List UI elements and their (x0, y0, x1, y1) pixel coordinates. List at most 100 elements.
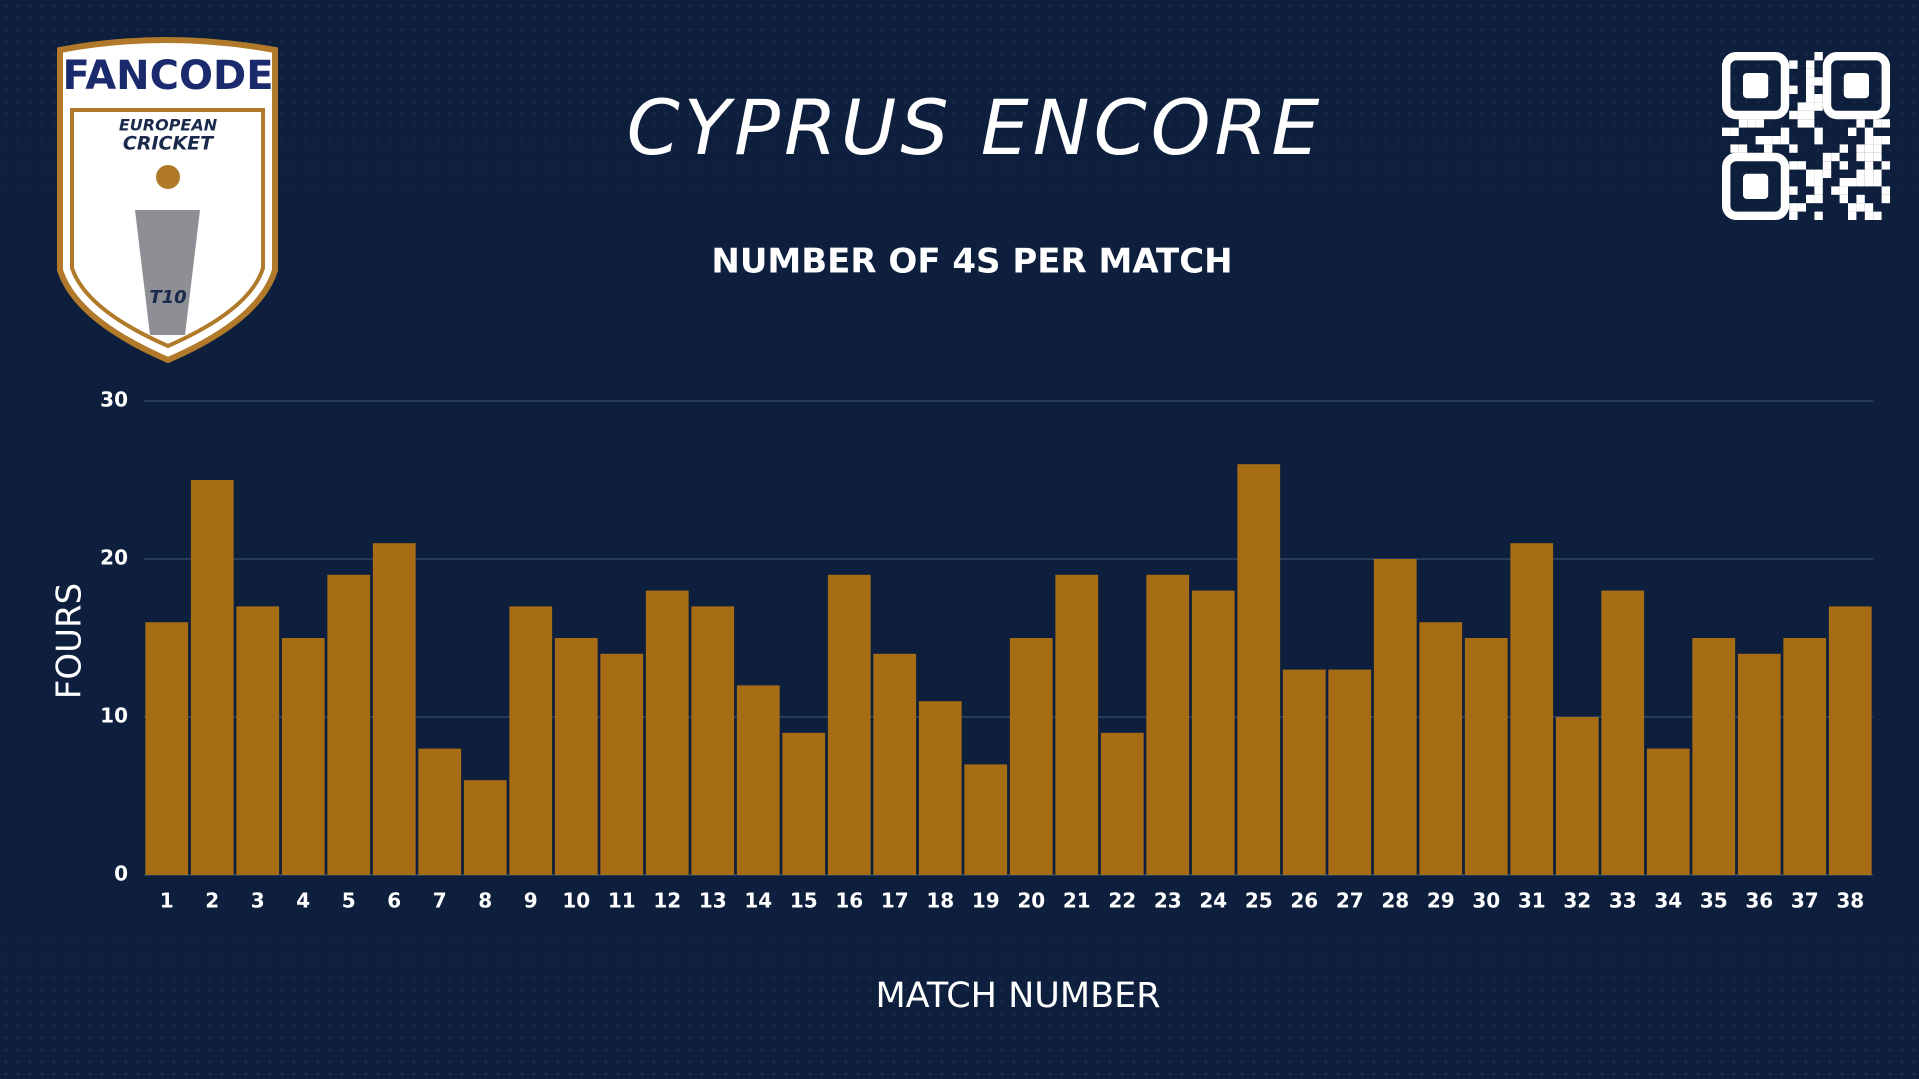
qr-module (1772, 136, 1781, 145)
bar (1828, 606, 1872, 875)
qr-module (1839, 161, 1848, 170)
logo-league: CRICKET (123, 133, 215, 155)
qr-module (1814, 127, 1823, 136)
bar (964, 764, 1008, 875)
qr-module (1873, 144, 1882, 153)
bar (554, 638, 598, 875)
logo-inner (70, 108, 265, 349)
x-tick-label: 27 (1336, 889, 1364, 913)
bar (1146, 574, 1190, 875)
qr-module (1839, 186, 1848, 195)
y-tick-label: 30 (100, 388, 128, 412)
x-tick-label: 14 (744, 889, 772, 913)
x-tick-label: 25 (1245, 889, 1273, 913)
y-tick-label: 0 (114, 862, 128, 886)
x-tick-label: 36 (1745, 889, 1773, 913)
qr-module (1864, 211, 1874, 220)
y-axis-label: FOURS (50, 583, 90, 699)
x-tick-label: 11 (608, 889, 636, 913)
bar (1055, 574, 1099, 875)
qr-module (1856, 178, 1865, 187)
qr-module (1856, 203, 1865, 212)
qr-module (1864, 178, 1874, 187)
bar (509, 606, 553, 875)
qr-finder (1822, 52, 1890, 120)
x-tick-label: 31 (1518, 889, 1546, 913)
x-tick-label: 16 (835, 889, 863, 913)
x-tick-label: 3 (251, 889, 265, 913)
qr-module (1789, 60, 1798, 69)
x-tick-label: 6 (387, 889, 401, 913)
bar (1419, 622, 1463, 875)
qr-module (1806, 68, 1815, 78)
qr-module (1797, 203, 1806, 212)
bar (145, 622, 189, 875)
chart-title: CYPRUS ENCORE (627, 83, 1324, 172)
x-tick-label: 38 (1836, 889, 1864, 913)
logo: FANCODE EUROPEAN CRICKET T10 (57, 37, 278, 364)
x-tick-label: 5 (342, 889, 356, 913)
qr-module (1873, 211, 1882, 220)
qr-module (1814, 178, 1823, 187)
bar (236, 606, 280, 875)
qr-module (1780, 127, 1790, 136)
x-tick-label: 22 (1108, 889, 1136, 913)
bar (600, 653, 644, 875)
qr-module (1839, 178, 1848, 187)
x-tick-label: 15 (790, 889, 818, 913)
y-tick-label: 10 (100, 704, 128, 728)
qr-module (1806, 119, 1815, 128)
qr-module (1789, 203, 1798, 212)
qr-module (1831, 152, 1840, 162)
bar (1646, 748, 1690, 875)
qr-module (1797, 119, 1806, 128)
qr-module (1864, 169, 1874, 178)
qr-module (1806, 194, 1815, 204)
qr-module (1738, 144, 1748, 153)
qr-module (1797, 102, 1806, 111)
qr-module (1873, 169, 1882, 178)
qr-module (1864, 136, 1874, 145)
x-tick-label: 35 (1700, 889, 1728, 913)
bar (827, 574, 871, 875)
qr-module (1822, 169, 1832, 178)
y-tick-label: 20 (100, 546, 128, 570)
qr-module (1730, 127, 1739, 136)
x-tick-label: 26 (1290, 889, 1318, 913)
x-tick-label: 24 (1199, 889, 1227, 913)
logo-ball (156, 165, 180, 189)
x-tick-label: 34 (1654, 889, 1682, 913)
bar (327, 574, 371, 875)
qr-module (1873, 119, 1882, 128)
qr-module (1755, 119, 1764, 128)
qr-module (1738, 119, 1748, 128)
qr-module (1856, 194, 1865, 204)
qr-module (1873, 178, 1882, 187)
qr-module (1806, 94, 1815, 103)
qr-module (1814, 52, 1823, 61)
qr-module (1839, 194, 1848, 204)
qr-module (1764, 144, 1773, 153)
bar (190, 480, 234, 875)
x-tick-label: 10 (562, 889, 590, 913)
qr-module (1814, 94, 1823, 103)
bar (645, 590, 689, 875)
x-tick-label: 19 (972, 889, 1000, 913)
bar (1100, 732, 1144, 875)
qr-module (1864, 144, 1874, 153)
bar (918, 701, 962, 875)
x-tick-label: 7 (433, 889, 447, 913)
qr-module (1814, 211, 1823, 220)
bar (782, 732, 826, 875)
qr-module (1864, 152, 1874, 162)
x-tick-label: 9 (524, 889, 538, 913)
x-tick-label: 32 (1563, 889, 1591, 913)
bar (1510, 543, 1554, 875)
bar (1009, 638, 1053, 875)
qr-module (1806, 77, 1815, 86)
qr-module (1873, 152, 1882, 162)
qr-module (1864, 127, 1874, 136)
qr-module (1856, 169, 1865, 178)
qr-module (1806, 102, 1815, 111)
qr-module (1814, 102, 1823, 111)
